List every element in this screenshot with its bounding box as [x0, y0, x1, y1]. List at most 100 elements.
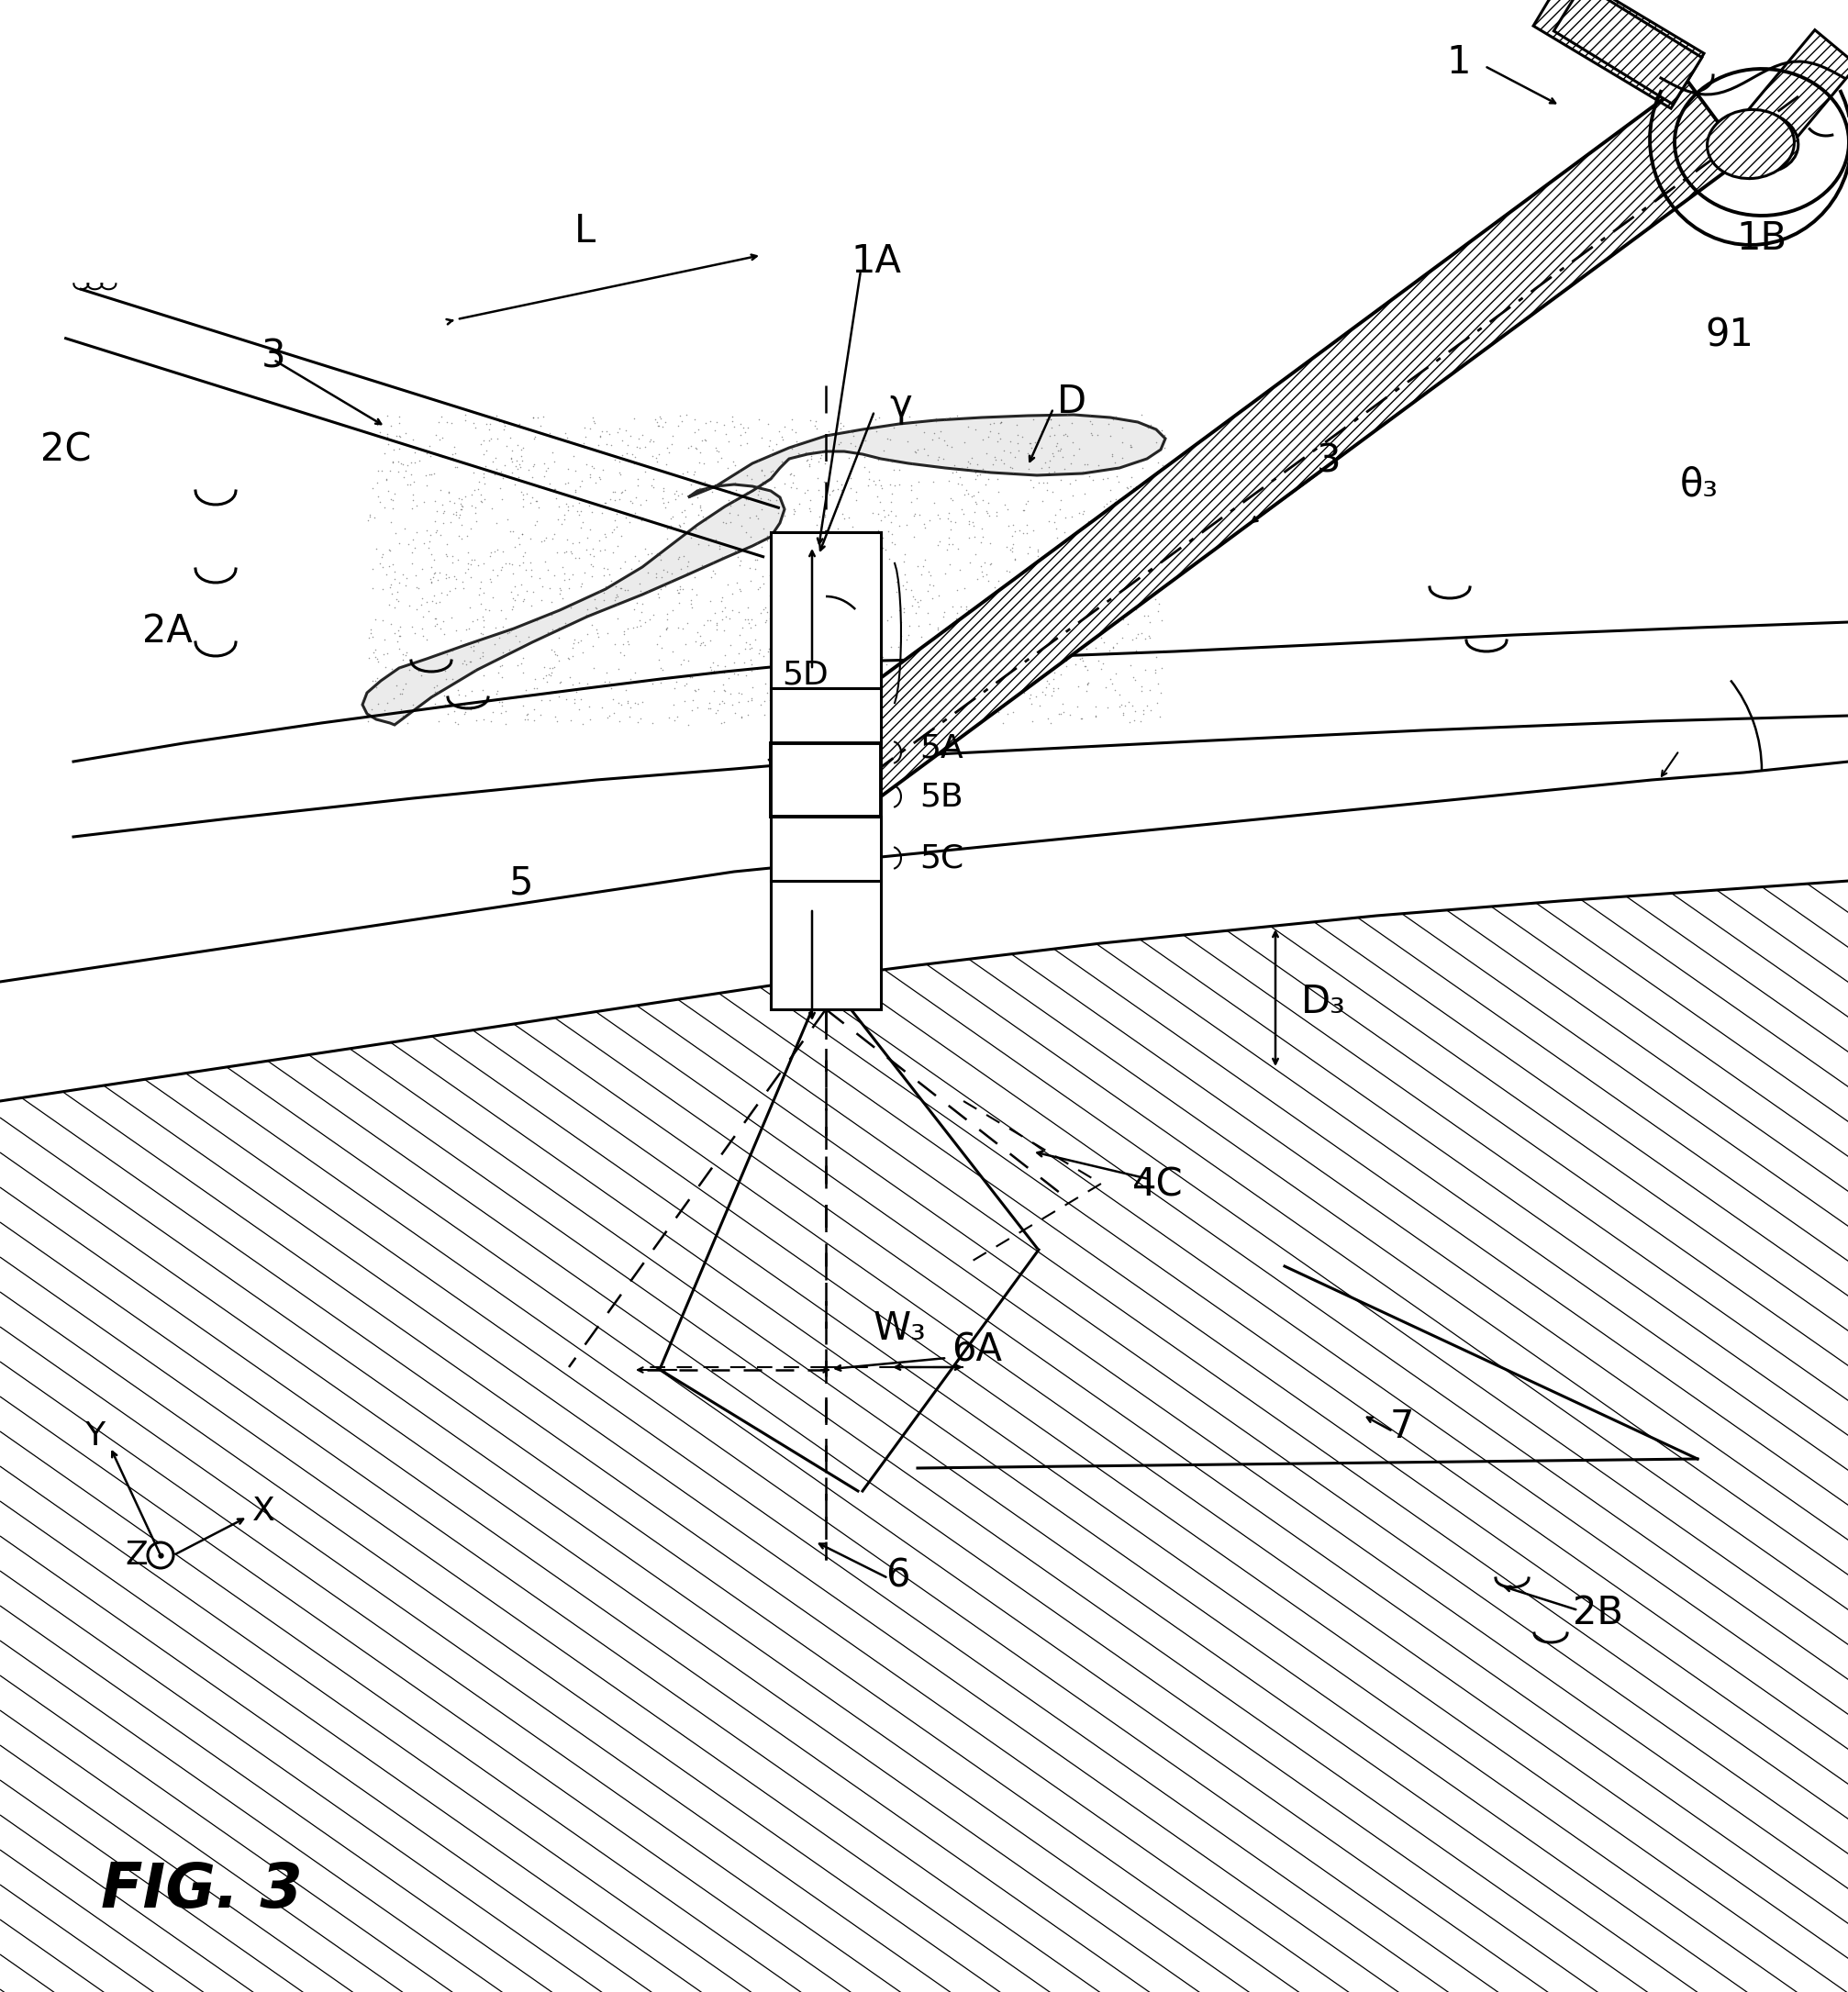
Point: [723, 596, 752, 627]
Point: [863, 514, 893, 546]
Point: [739, 610, 769, 641]
Point: [397, 484, 427, 516]
Point: [1094, 633, 1124, 665]
Point: [432, 476, 462, 508]
Point: [767, 649, 796, 681]
Point: [802, 510, 832, 542]
Point: [671, 627, 700, 659]
Point: [906, 558, 935, 590]
Point: [456, 512, 486, 544]
Point: [453, 520, 482, 552]
Point: [854, 673, 883, 705]
Point: [889, 596, 918, 627]
Point: [754, 430, 784, 462]
Point: [1100, 446, 1129, 478]
Point: [368, 552, 397, 584]
Point: [748, 460, 778, 492]
Point: [1125, 705, 1155, 737]
Point: [541, 482, 571, 514]
Point: [861, 522, 891, 554]
Point: [449, 480, 479, 512]
Point: [961, 448, 991, 480]
Point: [619, 594, 649, 625]
Point: [392, 468, 421, 500]
Point: [699, 675, 728, 707]
Point: [456, 606, 486, 637]
Point: [536, 420, 565, 452]
Point: [667, 496, 697, 528]
Point: [384, 406, 414, 438]
Point: [865, 464, 894, 496]
Point: [440, 564, 469, 596]
Point: [824, 687, 854, 719]
Point: [824, 639, 854, 671]
Point: [597, 428, 626, 460]
Point: [1015, 679, 1044, 711]
Point: [1125, 618, 1155, 649]
Point: [429, 496, 458, 528]
Point: [776, 616, 806, 647]
Point: [1074, 530, 1103, 562]
Point: [682, 432, 711, 464]
Point: [859, 468, 889, 500]
Point: [514, 414, 543, 446]
Point: [1048, 687, 1077, 719]
Point: [368, 604, 397, 635]
Point: [626, 596, 656, 627]
Point: [602, 590, 632, 622]
Point: [845, 600, 874, 631]
Point: [985, 693, 1015, 725]
Point: [575, 490, 604, 522]
Point: [1096, 486, 1125, 518]
Point: [772, 623, 802, 655]
Point: [796, 616, 826, 647]
Point: [719, 647, 748, 679]
Point: [545, 572, 575, 604]
Point: [445, 498, 475, 530]
Point: [399, 466, 429, 498]
Point: [976, 548, 1005, 580]
Point: [1101, 494, 1131, 526]
Point: [998, 528, 1027, 560]
Point: [878, 412, 907, 444]
Point: [1061, 580, 1090, 612]
Point: [965, 594, 994, 625]
Point: [800, 404, 830, 436]
Point: [957, 442, 987, 474]
Point: [804, 655, 833, 687]
Point: [440, 707, 469, 739]
Point: [861, 402, 891, 434]
Ellipse shape: [1724, 112, 1798, 171]
Point: [521, 506, 551, 538]
Point: [447, 492, 477, 524]
Point: [584, 462, 614, 494]
Point: [898, 665, 928, 697]
Point: [517, 460, 547, 492]
Point: [989, 448, 1018, 480]
Point: [493, 504, 523, 536]
Point: [505, 550, 534, 582]
Point: [484, 685, 514, 717]
Point: [869, 494, 898, 526]
Point: [822, 490, 852, 522]
Point: [647, 562, 676, 594]
Point: [384, 420, 414, 452]
Point: [872, 422, 902, 454]
Point: [1101, 584, 1131, 616]
Point: [1070, 633, 1100, 665]
Point: [397, 693, 427, 725]
Point: [1137, 534, 1166, 566]
Point: [475, 705, 505, 737]
Point: [565, 496, 595, 528]
Point: [558, 490, 588, 522]
Point: [480, 677, 510, 709]
Point: [1052, 398, 1081, 430]
Point: [793, 530, 822, 562]
Point: [992, 616, 1022, 647]
Point: [804, 651, 833, 683]
Point: [900, 584, 930, 616]
Point: [711, 418, 741, 450]
Point: [835, 462, 865, 494]
Point: [508, 655, 538, 687]
Point: [401, 560, 431, 592]
